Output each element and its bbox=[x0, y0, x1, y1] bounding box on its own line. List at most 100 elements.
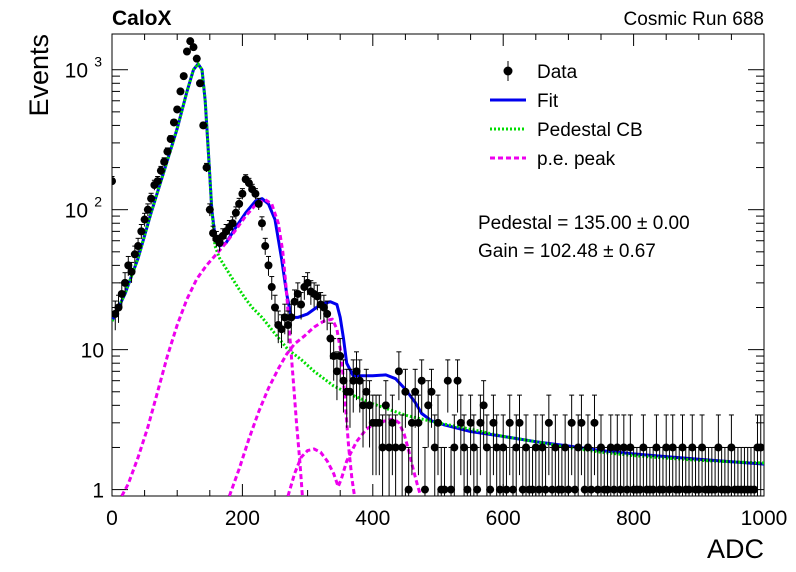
data-point bbox=[489, 418, 498, 427]
data-point bbox=[394, 367, 403, 376]
pedestal-cb-curve bbox=[112, 62, 764, 465]
data-point bbox=[453, 376, 462, 385]
data-point bbox=[694, 485, 703, 494]
data-point bbox=[557, 485, 566, 494]
header-left: CaloX bbox=[112, 7, 172, 30]
data-point bbox=[548, 485, 557, 494]
data-point bbox=[411, 387, 420, 396]
data-point bbox=[714, 443, 723, 452]
data-point bbox=[460, 443, 469, 452]
data-point bbox=[424, 401, 433, 410]
data-point bbox=[623, 485, 632, 494]
data-point bbox=[235, 199, 244, 208]
data-point bbox=[570, 485, 579, 494]
data-point bbox=[352, 367, 361, 376]
data-point bbox=[583, 443, 592, 452]
data-point bbox=[202, 163, 211, 172]
data-point bbox=[427, 387, 436, 396]
data-point bbox=[359, 401, 368, 410]
data-point bbox=[264, 261, 273, 270]
data-point bbox=[750, 485, 759, 494]
data-point bbox=[678, 443, 687, 452]
x-tick-label: 0 bbox=[106, 507, 118, 530]
data-point bbox=[580, 485, 589, 494]
data-point bbox=[616, 485, 625, 494]
data-point bbox=[603, 485, 612, 494]
data-point bbox=[231, 208, 240, 217]
data-point bbox=[469, 443, 478, 452]
data-point bbox=[434, 418, 442, 427]
data-point bbox=[228, 219, 237, 228]
data-point bbox=[186, 37, 195, 46]
legend: Data Fit Pedestal CB p.e. peak bbox=[490, 61, 643, 170]
data-point bbox=[668, 443, 677, 452]
data-point bbox=[271, 303, 279, 312]
data-point bbox=[688, 443, 697, 452]
data-point bbox=[254, 199, 263, 208]
legend-label: p.e. peak bbox=[537, 149, 616, 170]
data-point bbox=[287, 313, 296, 322]
data-point bbox=[153, 177, 162, 186]
p-e-peak-2-curve bbox=[227, 317, 356, 496]
y-tick-label: 10 bbox=[81, 340, 104, 363]
x-tick-label: 800 bbox=[616, 507, 651, 530]
x-tick-label: 1000 bbox=[741, 507, 788, 530]
data-point bbox=[727, 443, 736, 452]
data-point bbox=[476, 418, 485, 427]
data-point bbox=[574, 443, 583, 452]
data-point bbox=[658, 485, 667, 494]
data-point bbox=[284, 320, 293, 329]
x-axis-label: ADC bbox=[707, 534, 764, 564]
data-point bbox=[112, 309, 120, 318]
data-point bbox=[577, 418, 586, 427]
axes: 0 200 400 600 800 1000 1 10 10 2 10 3 bbox=[65, 34, 788, 530]
data-point bbox=[463, 485, 472, 494]
data-point bbox=[440, 485, 449, 494]
data-point bbox=[606, 443, 615, 452]
data-point bbox=[590, 418, 599, 427]
data-point bbox=[378, 443, 387, 452]
data-point bbox=[522, 443, 531, 452]
data-point bbox=[124, 261, 133, 270]
y-tick-exponent: 3 bbox=[94, 54, 102, 70]
data-point bbox=[420, 485, 429, 494]
data-point bbox=[466, 418, 475, 427]
data-point bbox=[189, 43, 198, 52]
data-point bbox=[293, 289, 302, 298]
data-point bbox=[117, 289, 126, 298]
data-point bbox=[391, 443, 400, 452]
data-point bbox=[179, 72, 188, 81]
data-point bbox=[381, 401, 390, 410]
data-point bbox=[329, 352, 338, 361]
header-right: Cosmic Run 688 bbox=[624, 9, 764, 30]
data-point bbox=[297, 300, 306, 309]
data-point bbox=[251, 189, 260, 198]
legend-label: Fit bbox=[537, 91, 559, 112]
data-point bbox=[495, 485, 504, 494]
data-point bbox=[512, 443, 521, 452]
data-point bbox=[257, 219, 266, 228]
data-point bbox=[326, 334, 335, 343]
fit-annotation: Pedestal = 135.00 ± 0.00 bbox=[478, 213, 690, 234]
data-point bbox=[147, 194, 156, 203]
data-point bbox=[290, 297, 299, 306]
data-point bbox=[143, 205, 152, 214]
data-point bbox=[355, 376, 364, 385]
data-point bbox=[593, 485, 602, 494]
data-point bbox=[499, 443, 508, 452]
data-point bbox=[192, 54, 201, 63]
data-point bbox=[567, 418, 576, 427]
data-point bbox=[134, 242, 143, 251]
data-point bbox=[156, 166, 165, 175]
fit-annotation: Gain = 102.48 ± 0.67 bbox=[478, 241, 656, 262]
data-point bbox=[339, 376, 348, 385]
data-point bbox=[482, 443, 491, 452]
data-point bbox=[261, 242, 270, 251]
data-point bbox=[528, 485, 537, 494]
legend-symbol-data bbox=[503, 66, 513, 76]
p-e-peak-3-curve bbox=[286, 417, 422, 496]
data-point bbox=[137, 227, 146, 236]
data-point bbox=[127, 267, 136, 276]
data-point bbox=[332, 367, 341, 376]
